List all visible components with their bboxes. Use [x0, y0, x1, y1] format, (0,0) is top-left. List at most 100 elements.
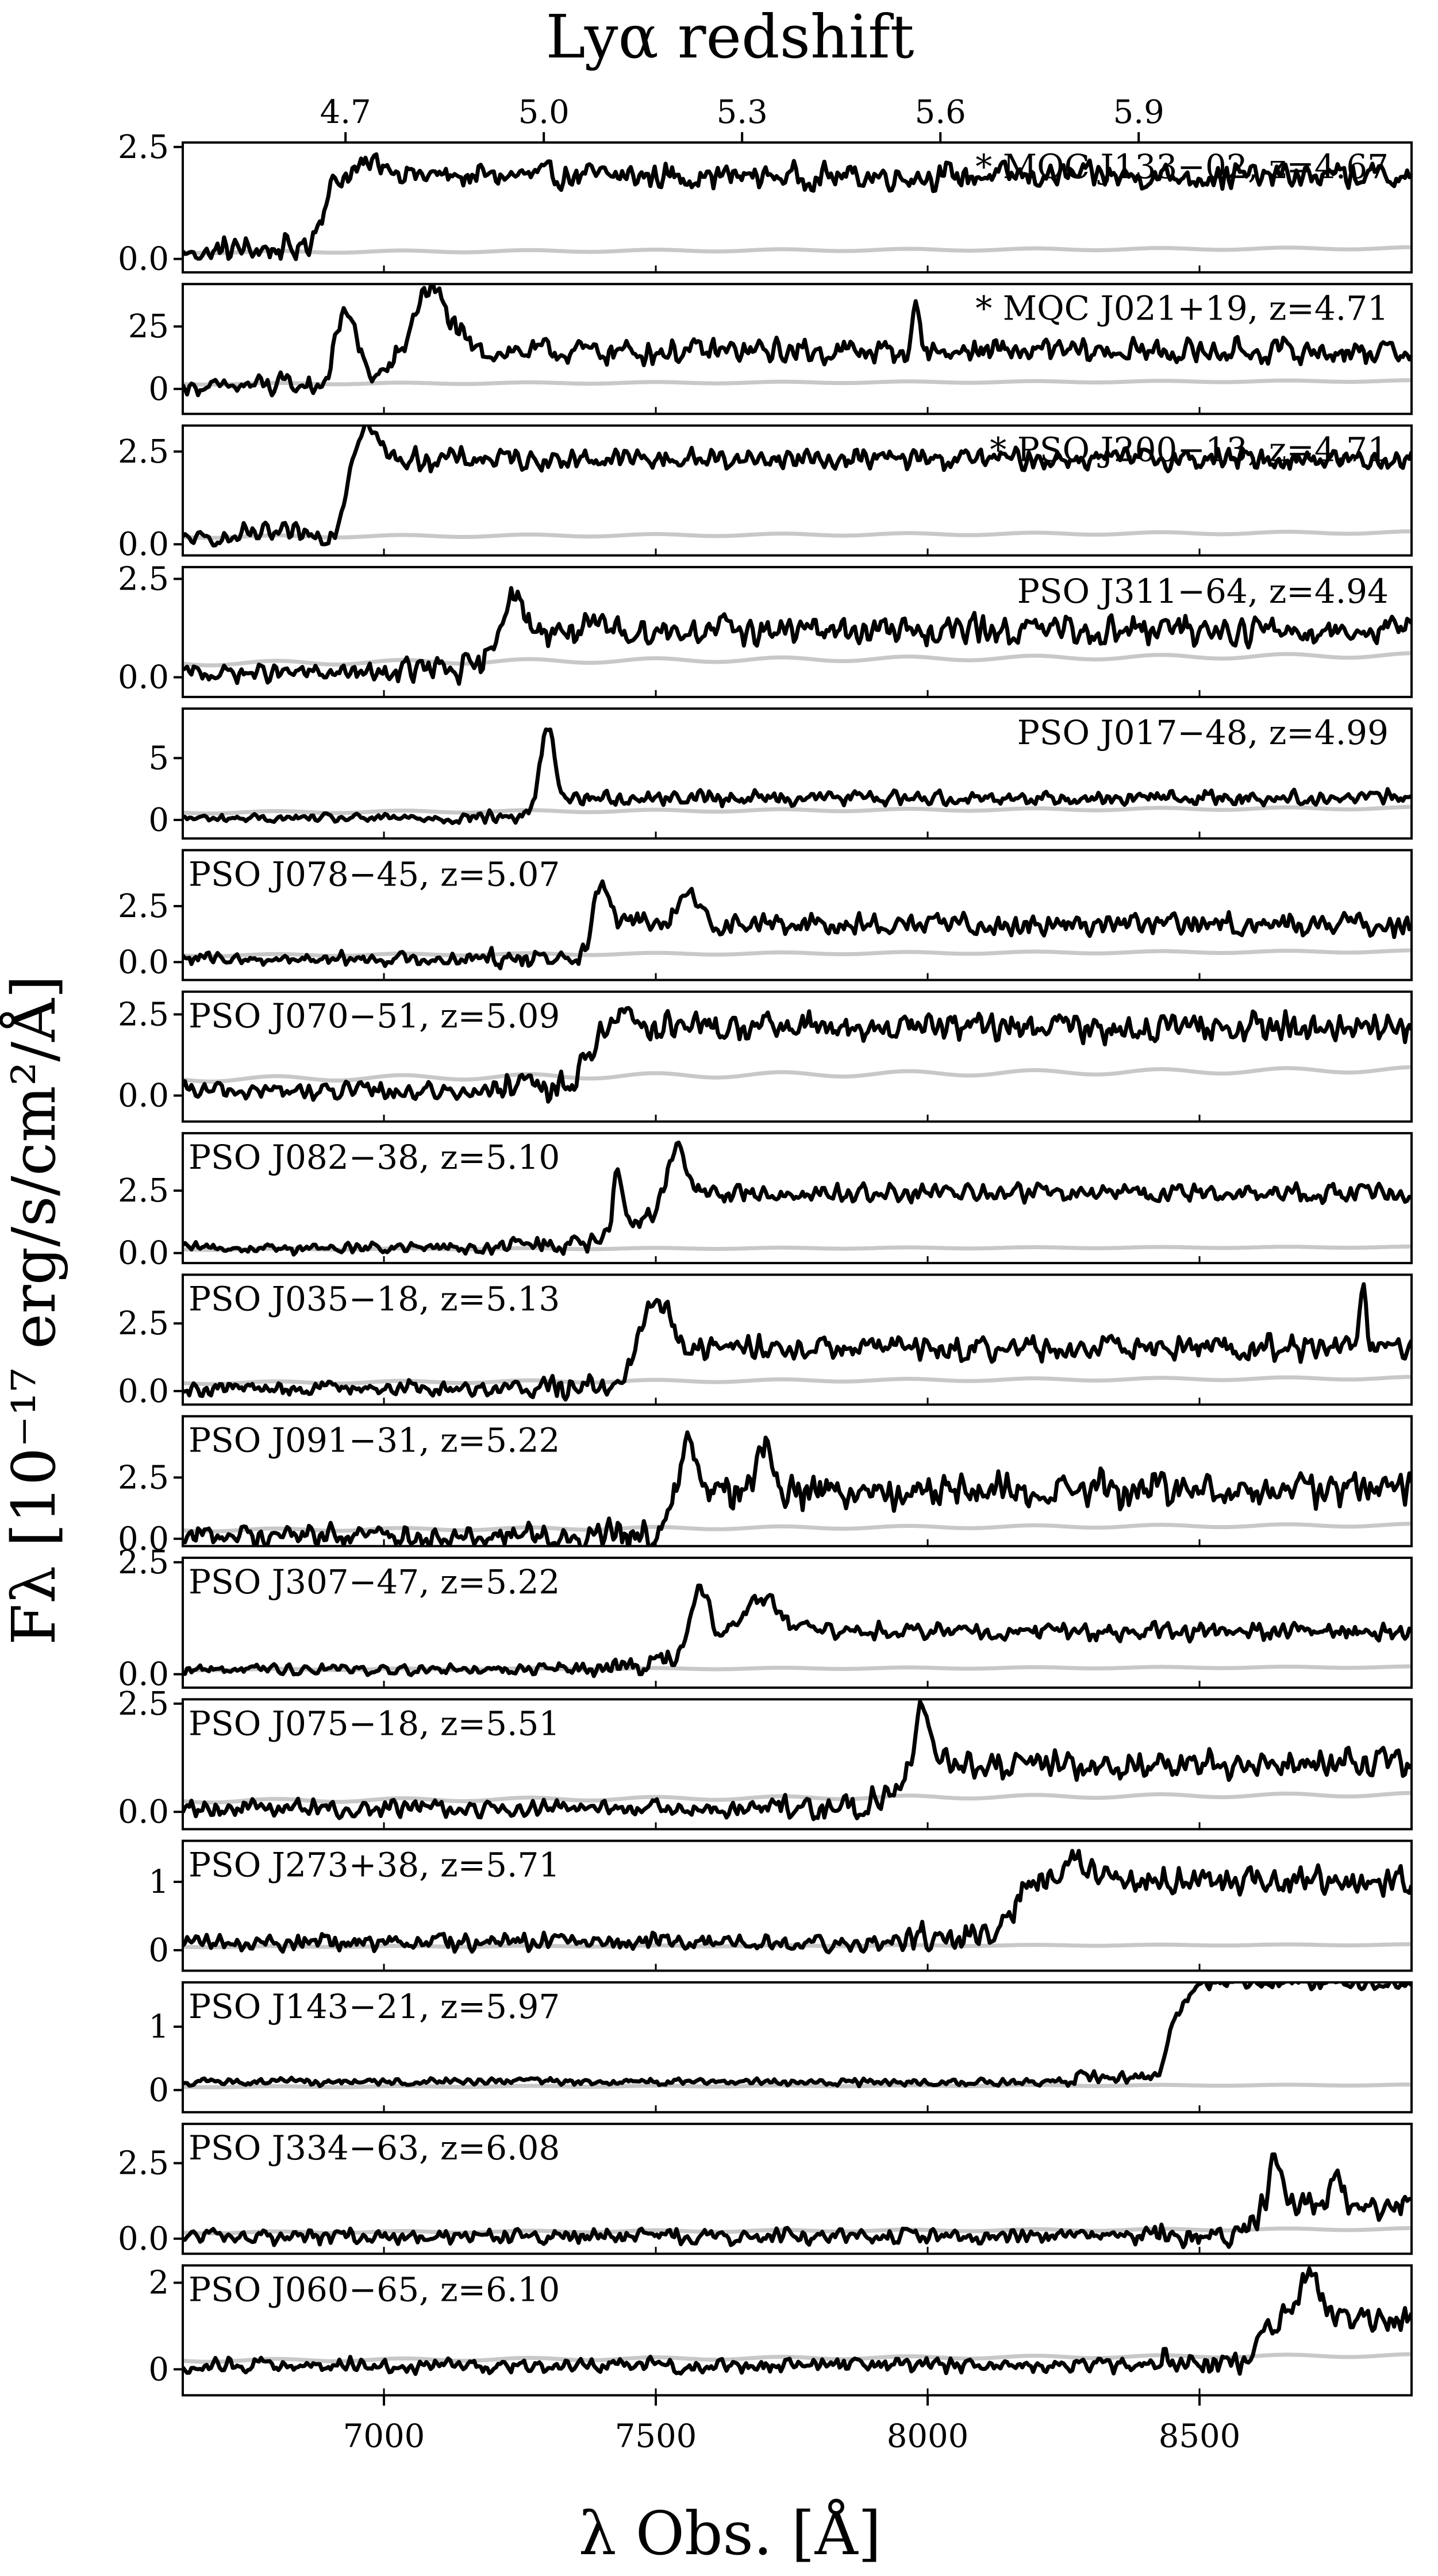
panel: 0.0 2.5 PSO J070−51, z=5.09	[118, 990, 1413, 1123]
top-z-tick-label: 5.0	[518, 94, 570, 131]
panel-frame	[182, 1273, 1413, 1406]
error-spectrum	[183, 1664, 1412, 1673]
panel-frame	[182, 1415, 1413, 1547]
panel: 0 1 PSO J273+38, z=5.71	[148, 1839, 1413, 1972]
panel: 0.0 2.5 * MQC J133−02, z=4.67	[118, 129, 1413, 278]
flux-spectrum	[183, 1982, 1412, 2089]
error-spectrum	[183, 804, 1412, 816]
error-spectrum	[183, 651, 1412, 668]
flux-spectrum	[183, 879, 1412, 971]
y-tick-label: 0.0	[118, 2220, 169, 2258]
panels: 0.02.5 * MQC J133−02, z=4.67 0 25 * MQC J021…	[118, 129, 1413, 2397]
panel-label: PSO J075−18, z=5.51	[189, 1704, 560, 1743]
y-tick-label: 2.5	[118, 1685, 169, 1723]
panel: 0 1 PSO J143−21, z=5.97	[148, 1981, 1413, 2113]
error-spectrum	[183, 1522, 1412, 1534]
panel-label: * MQC J021+19, z=4.71	[975, 288, 1389, 328]
bottom-x-tick-label: 7000	[343, 2418, 425, 2455]
y-tick-label: 0	[148, 371, 169, 408]
flux-spectrum	[183, 1699, 1412, 1822]
y-tick-label: 2.5	[118, 2145, 169, 2182]
top-z-tick-label: 5.9	[1113, 94, 1164, 131]
top-z-tick-label: 4.7	[320, 94, 371, 131]
panel-frame	[182, 1557, 1413, 1689]
y-tick-label: 2.5	[118, 1459, 169, 1496]
y-tick-label: 2.5	[118, 996, 169, 1033]
panel-frame	[182, 1132, 1413, 1265]
panel-label: PSO J091−31, z=5.22	[189, 1421, 560, 1460]
panel-frame	[182, 1981, 1413, 2113]
y-tick-label: 5	[148, 740, 169, 777]
flux-spectrum	[183, 152, 1412, 261]
flux-spectrum	[183, 2152, 1412, 2250]
y-tick-label: 0	[148, 1932, 169, 1969]
error-spectrum	[183, 948, 1412, 958]
panel-label: PSO J143−21, z=5.97	[189, 1987, 560, 2026]
panel-frame	[182, 565, 1413, 698]
y-tick-label: 0.0	[118, 1235, 169, 1272]
flux-spectrum	[183, 425, 1412, 548]
error-spectrum	[183, 1065, 1412, 1084]
y-tick-label: 1	[148, 1863, 169, 1901]
y-tick-label: 0	[148, 802, 169, 839]
bottom-x-tick-label: 7500	[615, 2418, 697, 2455]
flux-spectrum	[183, 1006, 1412, 1104]
panel-label: PSO J273+38, z=5.71	[189, 1846, 560, 1885]
error-spectrum	[183, 2082, 1412, 2090]
panel-frame	[182, 707, 1413, 840]
y-tick-label: 25	[128, 308, 169, 345]
error-spectrum	[183, 378, 1412, 387]
panel-frame	[182, 2123, 1413, 2255]
panel-frame	[182, 1839, 1413, 1972]
panel: 0.0 2.5 PSO J307−47, z=5.22	[118, 1544, 1413, 1693]
flux-spectrum	[183, 1849, 1412, 1955]
flux-spectrum	[183, 284, 1412, 398]
error-spectrum	[183, 1791, 1412, 1805]
flux-spectrum	[183, 2266, 1412, 2376]
y-tick-label: 0.0	[118, 1793, 169, 1831]
flux-spectrum	[183, 1282, 1412, 1402]
panel-frame	[182, 283, 1413, 415]
error-spectrum	[183, 1374, 1412, 1387]
panel: 0 2 PSO J060−65, z=6.10	[148, 2264, 1413, 2397]
panel: 0.0 2.5 PSO J078−45, z=5.07	[118, 849, 1413, 981]
y-tick-label: 2.5	[118, 1172, 169, 1210]
bottom-x-tick-label: 8000	[887, 2418, 969, 2455]
y-tick-label: 0.0	[118, 1656, 169, 1693]
error-spectrum	[183, 2352, 1412, 2364]
flux-spectrum	[183, 586, 1412, 686]
flux-spectrum	[183, 1430, 1412, 1546]
panel-label: PSO J311−64, z=4.94	[1017, 572, 1389, 611]
error-spectrum	[183, 529, 1412, 540]
y-tick-label: 0.0	[118, 1077, 169, 1115]
panel: 0.0 2.5 * PSO J200−13, z=4.71	[118, 424, 1413, 563]
panel-label: PSO J307−47, z=5.22	[189, 1562, 560, 1601]
panel: 0 25 * MQC J021+19, z=4.71	[128, 283, 1413, 415]
y-tick-label: 2.5	[118, 433, 169, 471]
panel-frame	[182, 141, 1413, 274]
panel: 0.0 2.5 PSO J334−63, z=6.08	[118, 2123, 1413, 2258]
panel: 0.0 2.5 PSO J311−64, z=4.94	[118, 560, 1413, 698]
top-axis-ticks: 4.7 5.0 5.3 5.6 5.9	[320, 94, 1164, 143]
y-tick-label: 2.5	[118, 888, 169, 925]
y-tick-label: 0.0	[118, 241, 169, 278]
panel-label: PSO J082−38, z=5.10	[189, 1138, 560, 1177]
bottom-x-tick-label: 8500	[1159, 2418, 1241, 2455]
y-tick-label: 2.5	[118, 1305, 169, 1342]
bottom-axis-ticks: 7000 7500 8000 8500	[343, 2395, 1241, 2455]
panel-label: PSO J017−48, z=4.99	[1017, 713, 1389, 752]
top-z-tick-label: 5.6	[915, 94, 966, 131]
panel-frame	[182, 1698, 1413, 1831]
panel-label: PSO J060−65, z=6.10	[189, 2270, 560, 2309]
error-spectrum	[183, 2226, 1412, 2236]
y-tick-label: 0.0	[118, 1373, 169, 1410]
panel-label: PSO J078−45, z=5.07	[189, 855, 560, 894]
y-tick-label: 0.0	[118, 526, 169, 563]
panel-label: PSO J035−18, z=5.13	[189, 1279, 560, 1318]
y-tick-label: 1	[148, 2008, 169, 2046]
error-spectrum	[183, 245, 1412, 255]
flux-spectrum	[183, 727, 1412, 825]
x-axis-title: λ Obs. [Å]	[579, 2498, 882, 2569]
y-tick-label: 0	[148, 2071, 169, 2109]
